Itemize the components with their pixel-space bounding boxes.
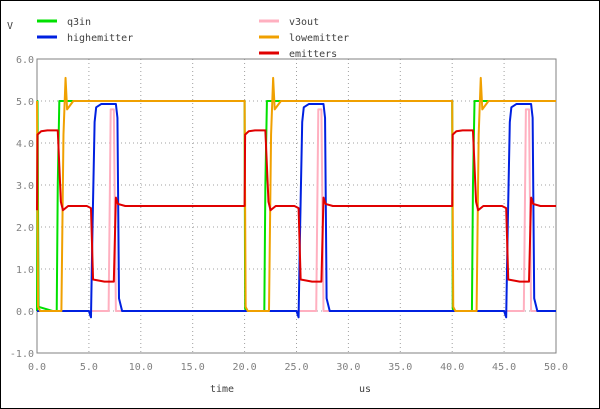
y-unit-label: V xyxy=(7,21,13,32)
series-lines xyxy=(36,76,556,319)
x-axis-label: time xyxy=(210,384,234,395)
y-tick-label: 2.0 xyxy=(16,223,34,234)
legend-label-emitters: emitters xyxy=(289,49,337,60)
series-line-emitters xyxy=(36,129,556,283)
legend-label-highemitter: highemitter xyxy=(67,33,133,44)
y-tick-label: 3.0 xyxy=(16,181,34,192)
x-tick-label: 35.0 xyxy=(388,362,412,373)
y-tick-label: 4.0 xyxy=(16,139,34,150)
legend-label-v3out: v3out xyxy=(289,17,319,28)
x-tick-label: 0.0 xyxy=(28,362,46,373)
y-tick-label: -1.0 xyxy=(10,349,34,360)
x-tick-label: 50.0 xyxy=(544,362,568,373)
x-tick-label: 20.0 xyxy=(233,362,257,373)
y-tick-label: 5.0 xyxy=(16,97,34,108)
legend: q3in v3out highemitter lowemitter emitters xyxy=(37,17,349,60)
x-tick-label: 30.0 xyxy=(336,362,360,373)
y-tick-label: 1.0 xyxy=(16,265,34,276)
legend-label-lowemitter: lowemitter xyxy=(289,33,349,44)
y-tick-labels: -1.0 0.0 1.0 2.0 3.0 4.0 5.0 6.0 xyxy=(10,55,34,360)
x-tick-label: 10.0 xyxy=(129,362,153,373)
x-unit-label: us xyxy=(359,384,371,395)
x-tick-label: 25.0 xyxy=(284,362,308,373)
x-tick-label: 45.0 xyxy=(492,362,516,373)
series-line-v3out xyxy=(37,108,556,312)
series-line-highemitter xyxy=(37,102,556,319)
y-tick-label: 0.0 xyxy=(16,307,34,318)
x-tick-label: 5.0 xyxy=(80,362,98,373)
series-line-lowemitter xyxy=(36,76,556,312)
x-tick-label: 40.0 xyxy=(440,362,464,373)
x-tick-labels: 0.0 5.0 10.0 15.0 20.0 25.0 30.0 35.0 40.0 45.0 50… xyxy=(28,362,568,373)
x-tick-label: 15.0 xyxy=(181,362,205,373)
y-tick-label: 6.0 xyxy=(16,55,34,66)
legend-label-q3in: q3in xyxy=(67,17,91,28)
